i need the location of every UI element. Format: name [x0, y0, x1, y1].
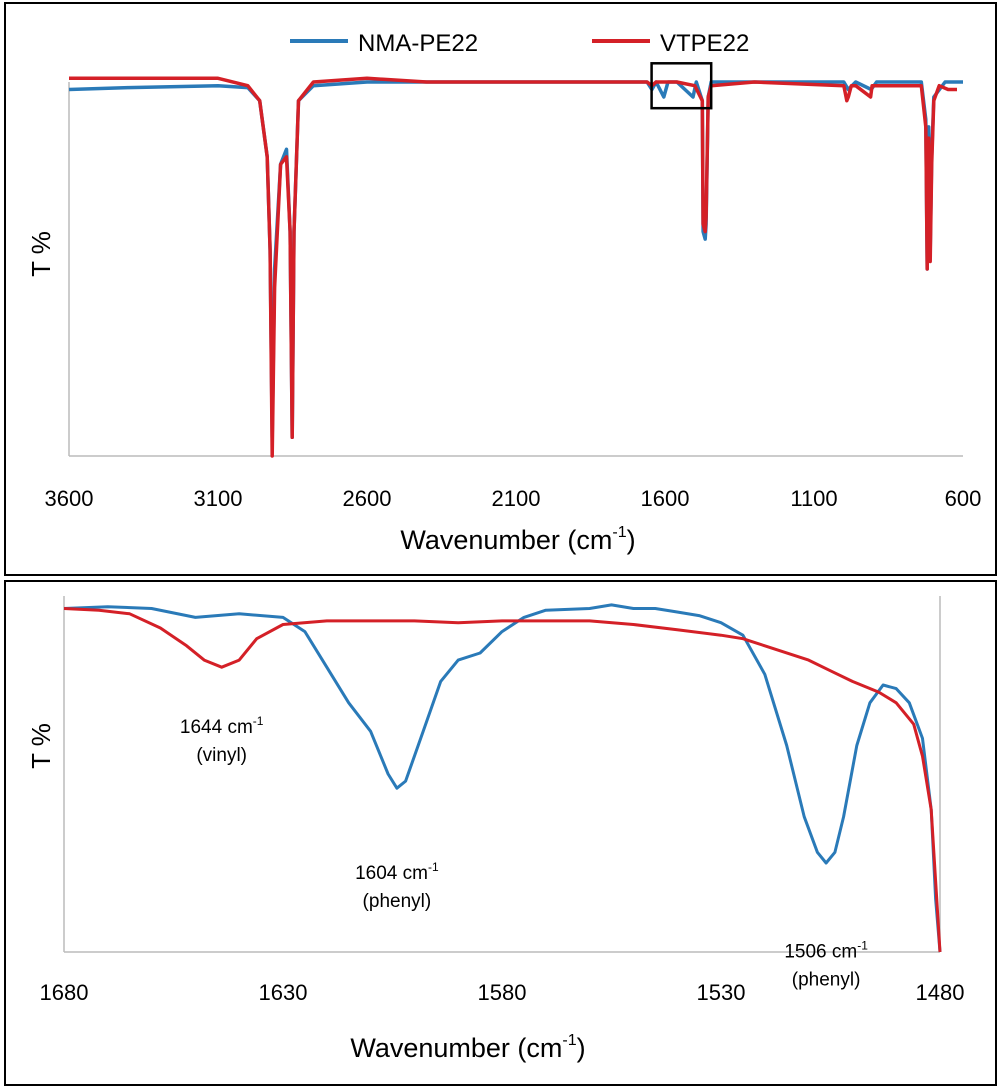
- legend-label-nma-pe22: NMA-PE22: [358, 30, 478, 57]
- x-tick-label: 1630: [259, 980, 308, 1005]
- overview-chart: 3600 3100 2600 2100 1600 1100 600 NMA-PE22 VTP…: [26, 30, 982, 555]
- x-tick-label: 3600: [45, 486, 94, 511]
- zoom-region-box: [650, 62, 713, 110]
- y-axis-label: T %: [26, 723, 56, 769]
- series-line-nma-pe22: [68, 80, 963, 440]
- legend-label-vtpe22: VTPE22: [660, 30, 749, 57]
- x-axis-label: Wavenumber (cm-1): [400, 524, 635, 555]
- x-tick-label: 3100: [194, 486, 243, 511]
- series-line-nma-pe22: [63, 603, 942, 953]
- peak-annotation-wavenumber: 1644 cm-1: [180, 714, 264, 738]
- x-tick-label: 1480: [916, 980, 965, 1005]
- peak-annotation-wavenumber: 1604 cm-1: [355, 860, 439, 884]
- peak-annotation-group: (vinyl): [196, 745, 247, 766]
- peak-annotation-group: (phenyl): [363, 891, 432, 912]
- x-tick-label: 1680: [40, 980, 89, 1005]
- x-tick-label: 1530: [697, 980, 746, 1005]
- x-tick-label: 1580: [478, 980, 527, 1005]
- peak-annotation-wavenumber: 1506 cm-1: [784, 939, 868, 963]
- x-tick-label: 600: [945, 486, 982, 511]
- overview-chart-panel: 3600 3100 2600 2100 1600 1100 600 NMA-PE22 VTP…: [4, 2, 997, 576]
- x-tick-label: 2600: [343, 486, 392, 511]
- y-axis-label: T %: [26, 231, 56, 277]
- series-line-vtpe22: [63, 607, 942, 953]
- peak-annotation-group: (phenyl): [792, 970, 861, 991]
- x-tick-label: 1600: [641, 486, 690, 511]
- zoomed-chart: 1680 1630 1580 1530 1480 1644 cm-1 (vinyl) 1604…: [26, 596, 965, 1063]
- zoomed-chart-panel: 1680 1630 1580 1530 1480 1644 cm-1 (vinyl) 1604…: [4, 580, 997, 1086]
- x-axis-label: Wavenumber (cm-1): [350, 1032, 585, 1063]
- series-line-vtpe22: [69, 76, 957, 458]
- legend: NMA-PE22 VTPE22: [290, 30, 749, 57]
- x-tick-label: 1100: [790, 486, 837, 511]
- x-tick-label: 2100: [492, 486, 541, 511]
